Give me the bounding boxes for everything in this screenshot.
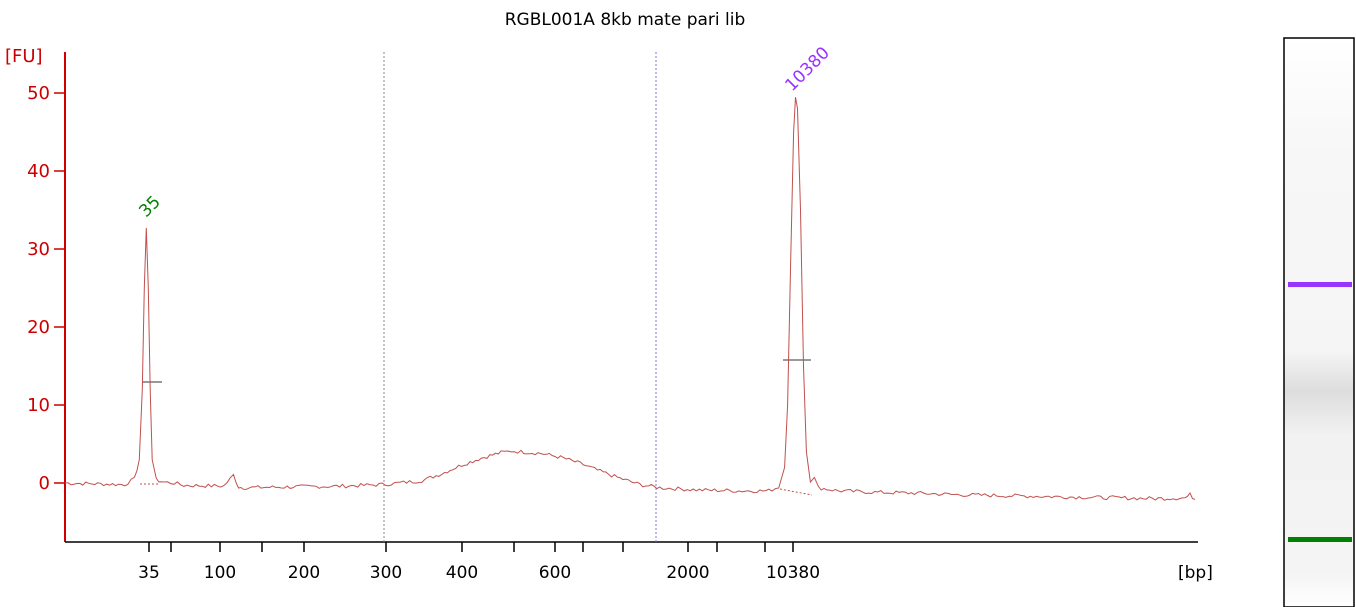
y-tick-label: 50 [27,83,50,104]
gel-band-35 [1288,537,1352,542]
y-tick-label: 0 [39,473,50,494]
y-tick-label: 40 [27,161,50,182]
trace-line [64,97,1196,501]
gel-band-10380 [1288,282,1352,287]
y-tick-label: 20 [27,317,50,338]
x-tick-label: 2000 [666,563,709,583]
x-tick-label: 35 [138,563,160,583]
peak-baselines [140,483,813,496]
peak-label-10380: 10380 [781,43,833,95]
x-ticks-group: 35 100 200 300 400 600 2000 10380 [138,542,820,583]
x-tick-label: 300 [370,563,402,583]
x-axis-label: [bp] [1178,563,1213,583]
y-axis-label: [FU] [5,46,43,67]
y-ticks-group: 0 10 20 30 40 50 [27,83,65,494]
peak-baseline-10380 [779,488,813,496]
peak-label-35: 35 [135,192,164,221]
chart-title: RGBL001A 8kb mate pari lib [505,10,746,30]
x-tick-label: 10380 [766,563,820,583]
y-tick-label: 10 [27,395,50,416]
y-tick-label: 30 [27,239,50,260]
x-tick-label: 100 [204,563,236,583]
x-tick-label: 400 [446,563,478,583]
x-tick-label: 600 [539,563,571,583]
x-tick-label: 200 [288,563,320,583]
gel-lane [1283,37,1355,607]
